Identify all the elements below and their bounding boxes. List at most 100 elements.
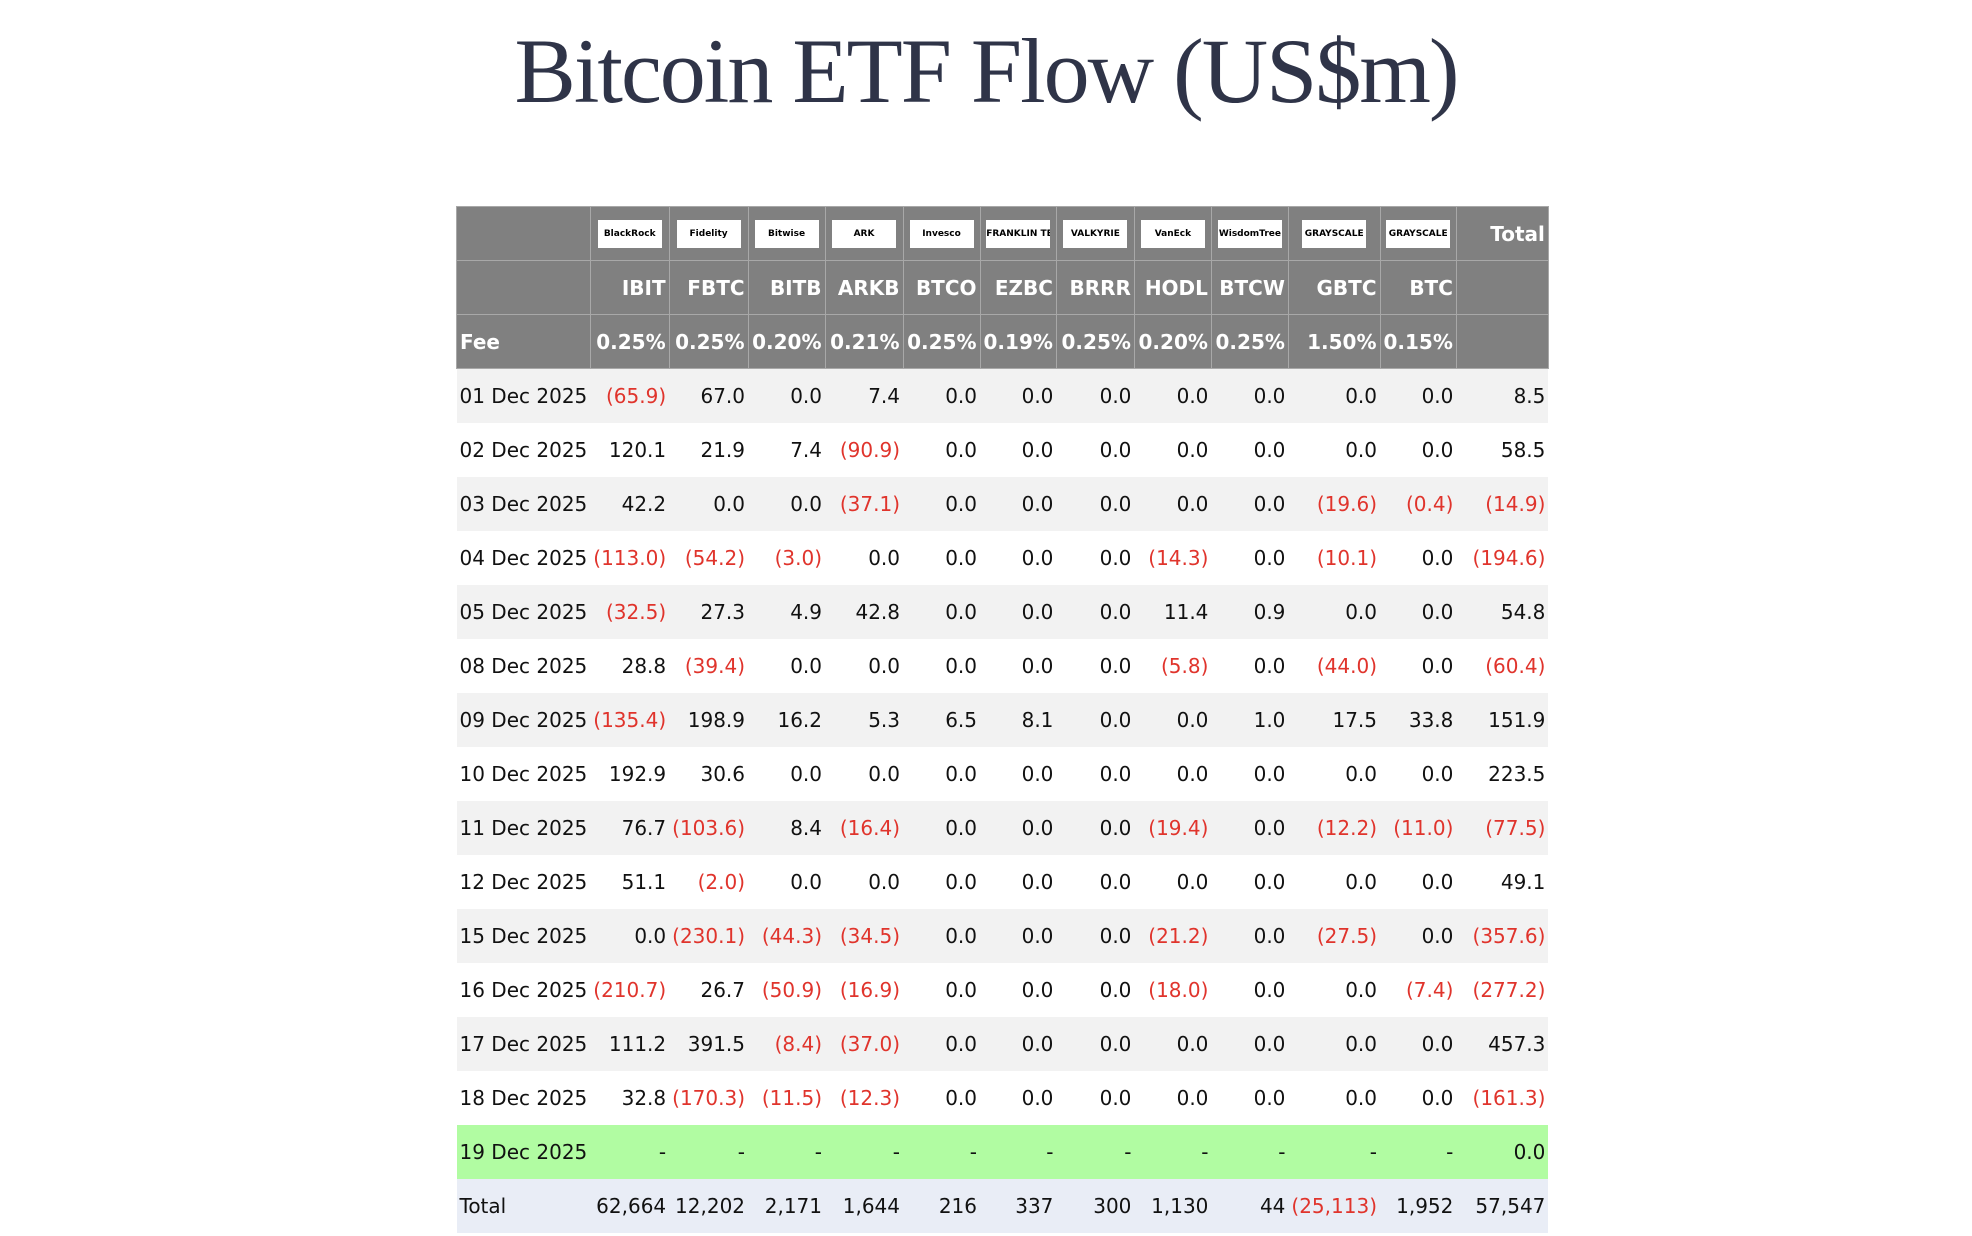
flow-cell: 0.0 <box>945 653 978 678</box>
data-row: 09 Dec 2025 (135.4) 198.9 16.2 5.3 6.5 8.1 0.0 0… <box>456 692 1549 747</box>
flow-cell: 0.0 <box>1176 761 1209 786</box>
fee: 0.19% <box>979 314 1057 369</box>
flow-cell: 0.0 <box>1099 761 1132 786</box>
flow-cell: 0.0 <box>1421 545 1454 570</box>
flow-cell: 0.0 <box>1456 1124 1549 1179</box>
total-cell: 300 <box>1056 1178 1135 1233</box>
flow-cell: - <box>903 1124 981 1179</box>
flow-cell: - <box>1134 1124 1212 1179</box>
ticker: BTCW <box>1210 260 1289 315</box>
logo-cell: BlackRock <box>589 206 670 261</box>
flow-cell: 0.0 <box>1056 1016 1135 1071</box>
date-cell: 17 Dec 2025 <box>456 1016 591 1071</box>
flow-cell: 0.0 <box>945 545 978 570</box>
flow-cell: (37.1) <box>825 476 904 531</box>
ticker: BTC <box>1379 260 1457 315</box>
ticker: ARKB <box>824 260 904 315</box>
fee-label: Fee <box>456 314 591 369</box>
flow-cell: 0.0 <box>868 653 901 678</box>
flow-cell: - <box>980 1124 1057 1179</box>
flow-cell: 0.0 <box>1056 584 1135 639</box>
flow-cell: (2.0) <box>697 869 746 894</box>
flow-cell: 0.0 <box>903 476 981 531</box>
flow-cell: 0.0 <box>1421 437 1454 462</box>
flow-cell: 0.0 <box>980 476 1057 531</box>
issuer-logo: Invesco <box>909 219 974 248</box>
flow-cell: 7.4 <box>790 437 823 462</box>
flow-cell: 8.1 <box>980 692 1057 747</box>
flow-cell: 7.4 <box>825 368 904 423</box>
flow-cell: 0.0 <box>1021 761 1054 786</box>
fee: 0.21% <box>824 314 904 369</box>
flow-cell: 0.0 <box>790 869 823 894</box>
issuer-logo: Fidelity <box>676 219 741 248</box>
flow-cell: (170.3) <box>672 1085 746 1110</box>
flow-cell: 76.7 <box>590 800 670 855</box>
flow-cell: - <box>669 1124 749 1179</box>
flow-cell: 0.0 <box>1099 869 1132 894</box>
flow-cell: 111.2 <box>590 1016 670 1071</box>
flow-cell: (34.5) <box>825 908 904 963</box>
data-row: 19 Dec 2025- - - - - - - - - - -0.0 <box>456 1124 1549 1179</box>
flow-cell: (161.3) <box>1472 1085 1546 1110</box>
flow-cell: (135.4) <box>590 692 670 747</box>
flow-cell: 0.0 <box>1056 692 1135 747</box>
logo-cell: VALKYRIE <box>1055 206 1135 261</box>
flow-cell: (54.2) <box>684 545 746 570</box>
ticker: HODL <box>1133 260 1212 315</box>
flow-cell: (14.3) <box>1148 545 1209 570</box>
fee-row: Fee 0.25% 0.25% 0.20% 0.21% 0.25% 0.19% 0.25% 0.… <box>456 314 1549 369</box>
date-cell: 19 Dec 2025 <box>456 1124 591 1179</box>
flow-cell: 0.0 <box>903 368 981 423</box>
date-cell: 15 Dec 2025 <box>456 908 591 963</box>
flow-cell: (5.8) <box>1160 653 1209 678</box>
total-cell: 12,202 <box>669 1178 749 1233</box>
flow-cell: 54.8 <box>1456 584 1549 639</box>
flow-cell: 0.0 <box>945 1085 978 1110</box>
flow-cell: (113.0) <box>593 545 667 570</box>
flow-cell: 0.0 <box>1211 800 1289 855</box>
flow-cell: 0.0 <box>790 653 823 678</box>
header-cell <box>1455 314 1549 369</box>
flow-cell: 21.9 <box>700 437 746 462</box>
page-title: Bitcoin ETF Flow (US$m) <box>514 20 1459 122</box>
flow-cell: 0.0 <box>868 761 901 786</box>
issuer-logo: FRANKLIN TEMPLETON <box>986 219 1051 248</box>
flow-cell: 0.0 <box>590 908 670 963</box>
flow-cell: 0.0 <box>1176 437 1209 462</box>
flow-cell: 0.0 <box>945 869 978 894</box>
date-cell: 02 Dec 2025 <box>459 437 588 462</box>
flow-cell: 0.0 <box>1253 545 1286 570</box>
flow-cell: 0.0 <box>903 584 981 639</box>
logo-cell: GRAYSCALE <box>1379 206 1457 261</box>
flow-cell: (7.4) <box>1405 977 1454 1002</box>
flow-cell: (32.5) <box>590 584 670 639</box>
flow-cell: (21.2) <box>1134 908 1212 963</box>
header-cell <box>456 206 591 261</box>
flow-cell: 0.0 <box>1099 977 1132 1002</box>
flow-cell: 0.0 <box>1421 653 1454 678</box>
logo-cell: Fidelity <box>668 206 749 261</box>
ticker: FBTC <box>668 260 749 315</box>
logo-cell: Bitwise <box>747 206 826 261</box>
issuer-logo: ARK <box>832 219 897 248</box>
flow-cell: 0.0 <box>669 476 749 531</box>
flow-cell: 51.1 <box>621 869 667 894</box>
data-row: 18 Dec 2025 32.8 (170.3) (11.5) (12.3) 0.0 0.0… <box>457 1071 1549 1125</box>
flow-cell: (8.4) <box>748 1016 826 1071</box>
total-cell: 44 <box>1211 1178 1289 1233</box>
flow-cell: 49.1 <box>1500 869 1546 894</box>
ticker: BTCO <box>902 260 981 315</box>
flow-cell: (10.1) <box>1316 545 1377 570</box>
flow-cell: - <box>1211 1124 1289 1179</box>
date-cell: 08 Dec 2025 <box>459 653 588 678</box>
flow-cell: 0.0 <box>1134 1016 1212 1071</box>
flow-cell: 42.8 <box>825 584 904 639</box>
flow-cell: 28.8 <box>621 653 667 678</box>
flow-cell: 457.3 <box>1456 1016 1549 1071</box>
flow-cell: 0.0 <box>1099 653 1132 678</box>
logo-cell: VanEck <box>1133 206 1212 261</box>
flow-cell: (77.5) <box>1456 800 1549 855</box>
flow-cell: 0.0 <box>1380 1016 1457 1071</box>
table-body: 01 Dec 2025 (65.9) 67.0 0.0 7.4 0.0 0.0 0.0 0.0 0… <box>456 368 1549 1233</box>
